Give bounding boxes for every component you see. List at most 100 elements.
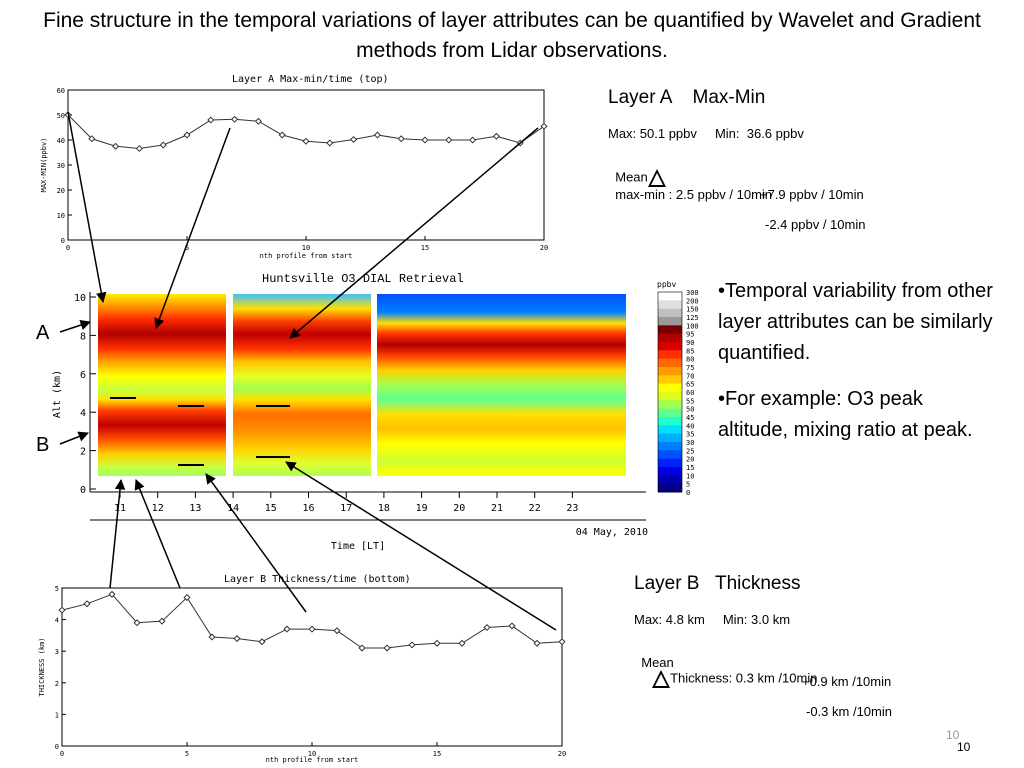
colorbar-label: 150 xyxy=(686,306,699,314)
colorbar-label: 85 xyxy=(686,347,694,355)
top-data-point xyxy=(445,136,453,144)
dial-ytick-label: 4 xyxy=(80,408,86,419)
bottom-ytick-label: 5 xyxy=(55,585,59,593)
bottom-data-point xyxy=(58,606,66,614)
dial-y-ticks: 0 2 4 6 8 10 xyxy=(74,293,96,496)
colorbar-label: 45 xyxy=(686,414,694,422)
bottom-ytick-label: 1 xyxy=(55,711,59,719)
bottom-ytick-label: 0 xyxy=(55,743,59,751)
bottom-xtick-label: 15 xyxy=(433,750,441,758)
top-data-point xyxy=(112,142,120,150)
dial-ytick-label: 10 xyxy=(74,293,86,304)
dial-xtick-label: 12 xyxy=(152,503,164,514)
dial-xtick-label: 18 xyxy=(378,503,390,514)
top-y-ticks: 0 10 20 30 40 50 60 xyxy=(57,87,72,245)
top-xtick-label: 5 xyxy=(185,244,189,252)
bottom-data-point xyxy=(183,593,191,602)
dial-xtick-label: 13 xyxy=(189,503,201,514)
dial-xtick-label: 16 xyxy=(302,503,314,514)
bottom-plot-frame xyxy=(61,587,563,747)
colorbar-label: 0 xyxy=(686,489,690,497)
colorbar-label: 5 xyxy=(686,481,690,489)
colorbar-swatch xyxy=(658,308,682,318)
colorbar-swatch xyxy=(658,400,682,410)
colorbar-swatch xyxy=(658,358,682,368)
top-ylabel: MAX-MIN(ppbv) xyxy=(40,138,48,193)
bottom-xtick-label: 0 xyxy=(60,750,64,758)
colorbar-swatch xyxy=(658,417,682,426)
colorbar-labels: 3002001501251009590858075706560555045403… xyxy=(686,289,699,497)
layer-b-mean: Mean Thickness: 0.3 km /10min xyxy=(634,640,817,688)
dial-xtick-label: 15 xyxy=(265,503,277,514)
colorbar-swatch xyxy=(658,350,682,360)
bottom-data-point xyxy=(83,600,91,608)
colorbar-label: 25 xyxy=(686,447,694,455)
top-data-point xyxy=(492,132,500,140)
top-ytick-label: 20 xyxy=(57,187,65,195)
top-data-point xyxy=(159,141,167,149)
top-data-point xyxy=(207,116,215,124)
top-data-point xyxy=(540,122,548,130)
slide-title: Fine structure in the temporal variation… xyxy=(43,9,981,62)
bottom-data-point xyxy=(358,644,366,652)
colorbar-swatch xyxy=(658,467,682,476)
layer-b-mean-text: Thickness: 0.3 km /10min xyxy=(670,670,818,686)
page-number-ghost: 10 xyxy=(946,728,960,742)
layer-b-heading: Layer B Thickness xyxy=(634,573,801,594)
colorbar-label: 70 xyxy=(686,372,694,380)
top-x-ticks: 0 5 10 15 20 xyxy=(66,236,548,252)
bottom-data-point xyxy=(433,639,441,647)
colorbar-swatch xyxy=(658,392,682,401)
top-data-point xyxy=(421,136,429,144)
top-line-chart: 0 10 20 30 40 50 60 0 5 10 15 20 MAX-MIN(ppbv) nth… xyxy=(40,87,548,260)
delta-icon xyxy=(652,670,671,688)
colorbar-label: 55 xyxy=(686,397,694,405)
top-data-point xyxy=(373,131,381,139)
page-number: 10 xyxy=(957,740,971,754)
dial-ytick-label: 8 xyxy=(80,331,86,342)
colorbar-label: 10 xyxy=(686,472,694,480)
bottom-data-point xyxy=(408,641,416,649)
top-ytick-label: 60 xyxy=(57,87,65,95)
dial-xtick-label: 19 xyxy=(416,503,428,514)
dial-xtick-label: 20 xyxy=(453,503,465,514)
bottom-y-ticks: 0 1 2 3 4 5 xyxy=(55,585,66,751)
top-ytick-label: 40 xyxy=(57,137,65,145)
top-data-point xyxy=(302,137,310,145)
bottom-data-point xyxy=(233,635,241,643)
bottom-ytick-label: 4 xyxy=(55,617,59,625)
colorbar-swatch xyxy=(658,325,682,335)
delta-icon xyxy=(647,169,666,187)
top-ytick-label: 10 xyxy=(57,212,65,220)
colorbar-label: 200 xyxy=(686,297,699,305)
colorbar-swatch xyxy=(658,483,682,493)
layer-a-minus: -2.4 ppbv / 10min xyxy=(765,217,866,232)
colorbar-swatch xyxy=(658,367,682,376)
dial-segment-2 xyxy=(233,294,371,476)
dial-xtick-label: 23 xyxy=(566,503,578,514)
dial-xtick-label: 17 xyxy=(340,503,352,514)
dial-xlabel: Time [LT] xyxy=(331,541,385,552)
colorbar-swatch xyxy=(658,458,682,468)
top-xtick-label: 10 xyxy=(302,244,310,252)
colorbar-swatch xyxy=(658,383,682,393)
top-data-point xyxy=(183,131,191,139)
bottom-data-point xyxy=(108,590,116,598)
top-data-point xyxy=(278,131,286,139)
top-xlabel: nth profile from start xyxy=(260,252,353,260)
layer-a-mean-text: max-min : 2.5 ppbv / 10min xyxy=(615,187,773,202)
top-data-point xyxy=(135,144,143,153)
top-data-point xyxy=(231,115,239,123)
bottom-ytick-label: 3 xyxy=(55,648,59,656)
bottom-x-ticks: 0 5 10 15 20 xyxy=(60,742,566,758)
top-data-point xyxy=(326,139,334,147)
dial-curtain-plot: 0 2 4 6 8 10 11 12 13 14 15 16 17 18 19 20 21 22 23 Alt (… xyxy=(52,292,648,552)
colorbar-label: 20 xyxy=(686,456,694,464)
top-data-point xyxy=(469,136,477,144)
layer-b-minus: -0.3 km /10min xyxy=(806,704,892,719)
top-xtick-label: 20 xyxy=(540,244,548,252)
bottom-xtick-label: 5 xyxy=(185,750,189,758)
colorbar-label: 100 xyxy=(686,322,699,330)
bottom-data-point xyxy=(133,619,141,627)
dial-ytick-label: 6 xyxy=(80,370,86,381)
